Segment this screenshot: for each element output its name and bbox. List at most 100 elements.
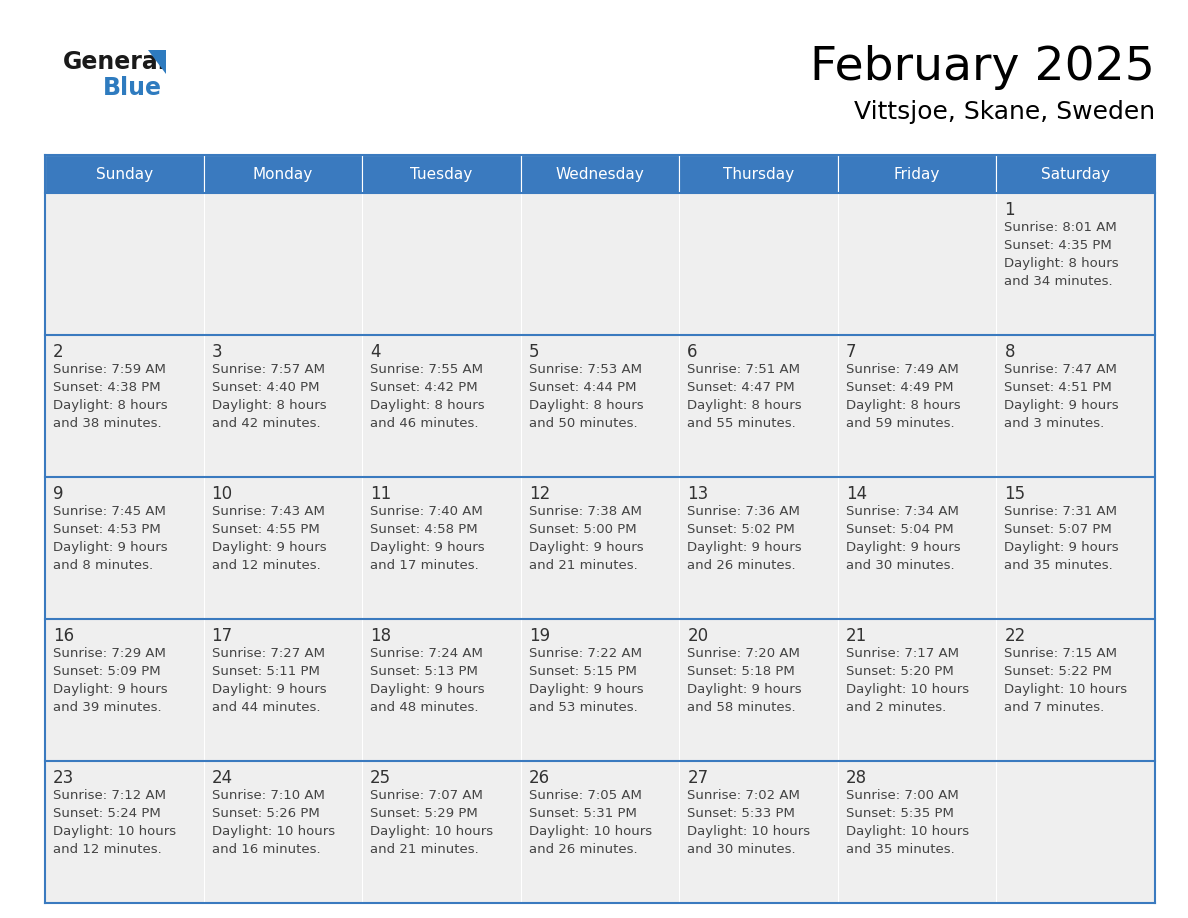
Text: Sunset: 5:22 PM: Sunset: 5:22 PM <box>1004 665 1112 678</box>
Text: Daylight: 8 hours: Daylight: 8 hours <box>846 399 960 412</box>
Text: Sunset: 5:09 PM: Sunset: 5:09 PM <box>53 665 160 678</box>
Text: Daylight: 9 hours: Daylight: 9 hours <box>529 541 644 554</box>
Bar <box>203 335 362 477</box>
Text: Sunrise: 7:22 AM: Sunrise: 7:22 AM <box>529 647 642 660</box>
Text: Sunrise: 7:15 AM: Sunrise: 7:15 AM <box>1004 647 1118 660</box>
Text: and 42 minutes.: and 42 minutes. <box>211 417 321 430</box>
Bar <box>45 761 203 903</box>
Text: 15: 15 <box>1004 485 1025 503</box>
Text: Vittsjoe, Skane, Sweden: Vittsjoe, Skane, Sweden <box>854 100 1155 124</box>
Text: and 46 minutes.: and 46 minutes. <box>371 417 479 430</box>
Bar <box>997 477 1155 619</box>
Text: 11: 11 <box>371 485 391 503</box>
Text: Sunrise: 7:38 AM: Sunrise: 7:38 AM <box>529 505 642 518</box>
Bar <box>203 477 362 619</box>
Text: Sunrise: 7:31 AM: Sunrise: 7:31 AM <box>1004 505 1118 518</box>
Text: Sunrise: 7:53 AM: Sunrise: 7:53 AM <box>529 363 642 376</box>
Text: Daylight: 9 hours: Daylight: 9 hours <box>211 683 327 696</box>
Text: and 26 minutes.: and 26 minutes. <box>529 843 637 856</box>
Text: and 17 minutes.: and 17 minutes. <box>371 559 479 572</box>
Text: 24: 24 <box>211 769 233 787</box>
Text: and 2 minutes.: and 2 minutes. <box>846 701 946 714</box>
Text: Sunrise: 7:17 AM: Sunrise: 7:17 AM <box>846 647 959 660</box>
Bar <box>45 155 203 193</box>
Text: Sunset: 5:13 PM: Sunset: 5:13 PM <box>371 665 478 678</box>
Text: Sunrise: 7:00 AM: Sunrise: 7:00 AM <box>846 789 959 802</box>
Text: Daylight: 8 hours: Daylight: 8 hours <box>1004 257 1119 270</box>
Bar <box>997 155 1155 193</box>
Text: Blue: Blue <box>103 76 162 100</box>
Text: Sunrise: 7:12 AM: Sunrise: 7:12 AM <box>53 789 166 802</box>
Text: Sunset: 5:02 PM: Sunset: 5:02 PM <box>688 523 795 536</box>
Text: Monday: Monday <box>253 166 312 182</box>
Text: Sunrise: 7:02 AM: Sunrise: 7:02 AM <box>688 789 801 802</box>
Bar <box>520 155 680 193</box>
Text: Sunrise: 7:34 AM: Sunrise: 7:34 AM <box>846 505 959 518</box>
Text: Sunday: Sunday <box>96 166 153 182</box>
Text: and 26 minutes.: and 26 minutes. <box>688 559 796 572</box>
Text: Sunset: 4:53 PM: Sunset: 4:53 PM <box>53 523 160 536</box>
Text: Daylight: 9 hours: Daylight: 9 hours <box>1004 399 1119 412</box>
Text: 22: 22 <box>1004 627 1025 645</box>
Text: 28: 28 <box>846 769 867 787</box>
Text: Sunrise: 7:05 AM: Sunrise: 7:05 AM <box>529 789 642 802</box>
Text: Sunset: 5:31 PM: Sunset: 5:31 PM <box>529 807 637 820</box>
Text: Sunrise: 7:36 AM: Sunrise: 7:36 AM <box>688 505 801 518</box>
Text: and 8 minutes.: and 8 minutes. <box>53 559 153 572</box>
Text: Sunset: 4:40 PM: Sunset: 4:40 PM <box>211 381 320 394</box>
Text: Daylight: 10 hours: Daylight: 10 hours <box>211 825 335 838</box>
Text: 21: 21 <box>846 627 867 645</box>
Text: 4: 4 <box>371 343 380 361</box>
Bar <box>680 477 838 619</box>
Text: and 55 minutes.: and 55 minutes. <box>688 417 796 430</box>
Text: Daylight: 9 hours: Daylight: 9 hours <box>53 683 168 696</box>
Bar <box>520 193 680 335</box>
Bar <box>997 193 1155 335</box>
Text: Daylight: 9 hours: Daylight: 9 hours <box>846 541 960 554</box>
Bar <box>520 335 680 477</box>
Bar <box>680 619 838 761</box>
Text: 2: 2 <box>53 343 64 361</box>
Text: Sunrise: 7:43 AM: Sunrise: 7:43 AM <box>211 505 324 518</box>
Bar <box>362 761 520 903</box>
Bar <box>203 619 362 761</box>
Text: Daylight: 9 hours: Daylight: 9 hours <box>688 683 802 696</box>
Text: Sunrise: 7:47 AM: Sunrise: 7:47 AM <box>1004 363 1117 376</box>
Text: and 12 minutes.: and 12 minutes. <box>211 559 321 572</box>
Text: and 3 minutes.: and 3 minutes. <box>1004 417 1105 430</box>
Text: Sunrise: 7:29 AM: Sunrise: 7:29 AM <box>53 647 166 660</box>
Text: Sunset: 4:47 PM: Sunset: 4:47 PM <box>688 381 795 394</box>
Text: Sunset: 4:35 PM: Sunset: 4:35 PM <box>1004 239 1112 252</box>
Text: Wednesday: Wednesday <box>556 166 644 182</box>
Text: and 48 minutes.: and 48 minutes. <box>371 701 479 714</box>
Bar <box>520 619 680 761</box>
Text: Daylight: 8 hours: Daylight: 8 hours <box>371 399 485 412</box>
Text: Sunset: 5:20 PM: Sunset: 5:20 PM <box>846 665 954 678</box>
Text: 3: 3 <box>211 343 222 361</box>
Text: Sunset: 5:04 PM: Sunset: 5:04 PM <box>846 523 954 536</box>
Text: 18: 18 <box>371 627 391 645</box>
Text: and 7 minutes.: and 7 minutes. <box>1004 701 1105 714</box>
Text: and 30 minutes.: and 30 minutes. <box>846 559 954 572</box>
Text: Saturday: Saturday <box>1041 166 1111 182</box>
Text: Sunset: 4:42 PM: Sunset: 4:42 PM <box>371 381 478 394</box>
Text: Daylight: 10 hours: Daylight: 10 hours <box>846 683 969 696</box>
Text: 25: 25 <box>371 769 391 787</box>
Text: 17: 17 <box>211 627 233 645</box>
Text: Daylight: 9 hours: Daylight: 9 hours <box>371 683 485 696</box>
Text: Sunset: 5:15 PM: Sunset: 5:15 PM <box>529 665 637 678</box>
Bar <box>45 619 203 761</box>
Text: and 39 minutes.: and 39 minutes. <box>53 701 162 714</box>
Bar <box>838 619 997 761</box>
Text: 26: 26 <box>529 769 550 787</box>
Text: 23: 23 <box>53 769 74 787</box>
Bar <box>362 477 520 619</box>
Text: Sunrise: 7:55 AM: Sunrise: 7:55 AM <box>371 363 484 376</box>
Text: and 12 minutes.: and 12 minutes. <box>53 843 162 856</box>
Text: Sunset: 4:38 PM: Sunset: 4:38 PM <box>53 381 160 394</box>
Text: Daylight: 8 hours: Daylight: 8 hours <box>688 399 802 412</box>
Text: Daylight: 9 hours: Daylight: 9 hours <box>211 541 327 554</box>
Text: Sunrise: 7:07 AM: Sunrise: 7:07 AM <box>371 789 484 802</box>
Text: Sunset: 5:11 PM: Sunset: 5:11 PM <box>211 665 320 678</box>
Bar <box>680 335 838 477</box>
